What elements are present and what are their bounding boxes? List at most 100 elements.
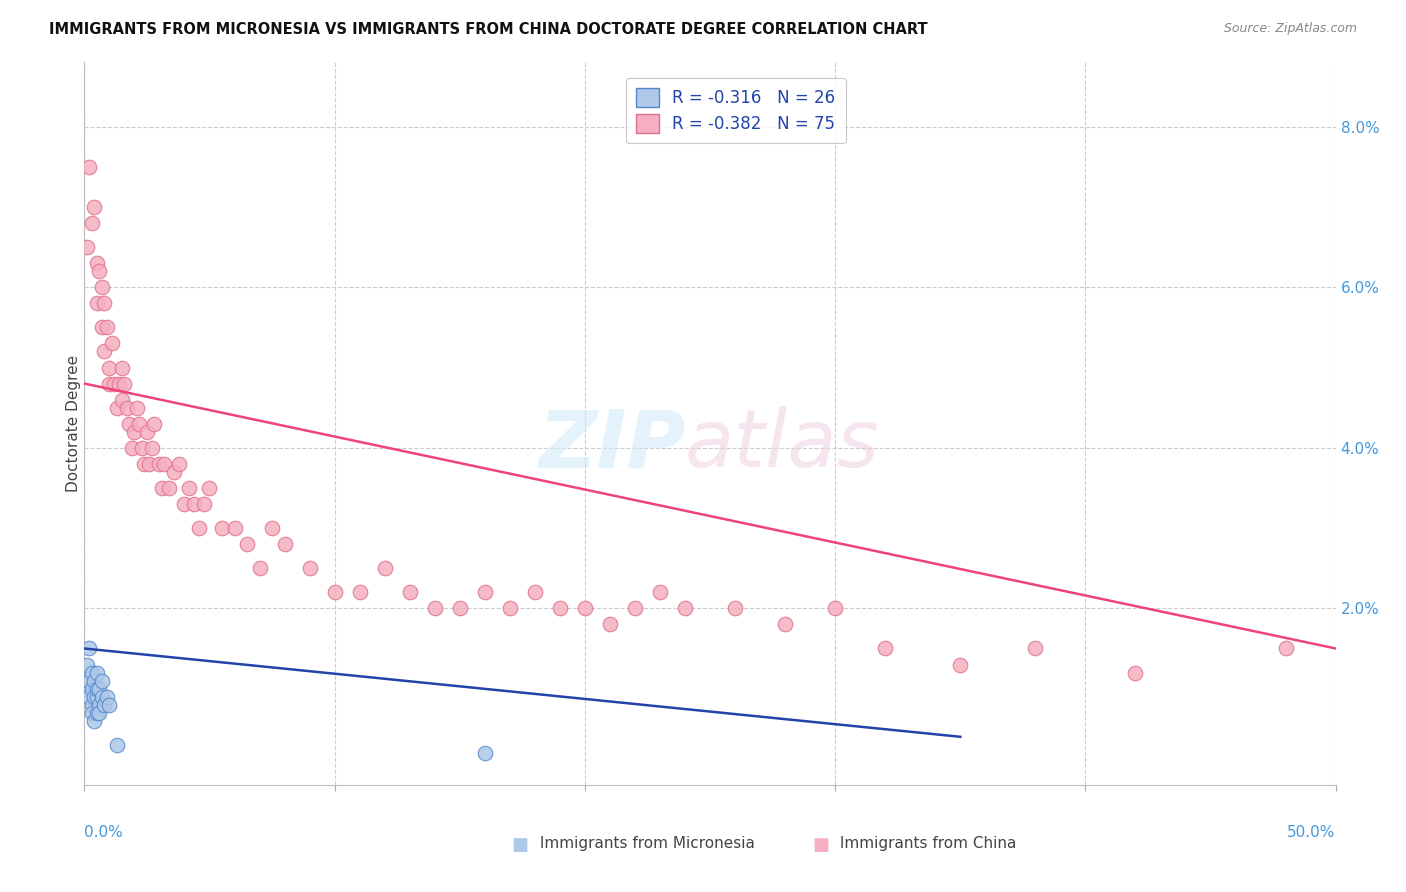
Y-axis label: Doctorate Degree: Doctorate Degree	[66, 355, 80, 492]
Point	[824, 601, 846, 615]
Point	[153, 457, 176, 471]
Point	[118, 417, 141, 431]
Point	[449, 601, 471, 615]
Point	[89, 681, 111, 696]
Point	[150, 481, 173, 495]
Point	[105, 738, 128, 752]
Point	[111, 360, 134, 375]
Point	[76, 681, 98, 696]
Point	[875, 641, 897, 656]
Point	[80, 698, 103, 712]
Point	[98, 360, 121, 375]
Text: 50.0%: 50.0%	[1288, 825, 1336, 839]
Point	[173, 497, 195, 511]
Point	[89, 698, 111, 712]
Point	[949, 657, 972, 672]
Point	[90, 280, 112, 294]
Point	[103, 376, 125, 391]
Point	[79, 673, 101, 688]
Point	[121, 441, 143, 455]
Point	[193, 497, 215, 511]
Point	[90, 690, 112, 704]
Point	[96, 690, 118, 704]
Point	[143, 417, 166, 431]
Point	[83, 673, 105, 688]
Point	[79, 641, 101, 656]
Point	[141, 441, 163, 455]
Point	[236, 537, 259, 551]
Point	[83, 200, 105, 214]
Point	[86, 681, 108, 696]
Point	[134, 457, 156, 471]
Point	[499, 601, 522, 615]
Point	[169, 457, 191, 471]
Point	[163, 465, 186, 479]
Point	[138, 457, 160, 471]
Text: Source: ZipAtlas.com: Source: ZipAtlas.com	[1223, 22, 1357, 36]
Point	[90, 320, 112, 334]
Point	[79, 690, 101, 704]
Point	[398, 585, 420, 599]
Point	[98, 698, 121, 712]
Point	[198, 481, 221, 495]
Point	[131, 441, 153, 455]
Point	[98, 376, 121, 391]
Text: ZIP: ZIP	[537, 407, 685, 484]
Point	[90, 673, 112, 688]
Text: IMMIGRANTS FROM MICRONESIA VS IMMIGRANTS FROM CHINA DOCTORATE DEGREE CORRELATION: IMMIGRANTS FROM MICRONESIA VS IMMIGRANTS…	[49, 22, 928, 37]
Point	[83, 690, 105, 704]
Point	[128, 417, 150, 431]
Point	[523, 585, 546, 599]
Point	[89, 264, 111, 278]
Point	[80, 706, 103, 720]
Legend: R = -0.316   N = 26, R = -0.382   N = 75: R = -0.316 N = 26, R = -0.382 N = 75	[626, 78, 845, 143]
Point	[76, 657, 98, 672]
Point	[89, 706, 111, 720]
Point	[86, 665, 108, 680]
Point	[76, 240, 98, 254]
Point	[115, 401, 138, 415]
Point	[183, 497, 205, 511]
Point	[423, 601, 446, 615]
Point	[179, 481, 201, 495]
Point	[124, 425, 146, 439]
Point	[93, 296, 115, 310]
Point	[188, 521, 211, 535]
Point	[93, 698, 115, 712]
Point	[548, 601, 571, 615]
Point	[101, 336, 124, 351]
Point	[773, 617, 796, 632]
Point	[1125, 665, 1147, 680]
Point	[96, 320, 118, 334]
Point	[86, 256, 108, 270]
Point	[599, 617, 621, 632]
Point	[136, 425, 159, 439]
Point	[80, 665, 103, 680]
Point	[1024, 641, 1046, 656]
Point	[86, 690, 108, 704]
Point	[262, 521, 284, 535]
Point	[86, 296, 108, 310]
Point	[298, 561, 321, 575]
Point	[211, 521, 233, 535]
Point	[574, 601, 596, 615]
Point	[125, 401, 148, 415]
Text: ■: ■	[512, 836, 529, 854]
Text: Immigrants from Micronesia: Immigrants from Micronesia	[534, 836, 755, 851]
Point	[108, 376, 131, 391]
Text: 0.0%: 0.0%	[84, 825, 124, 839]
Point	[112, 376, 135, 391]
Point	[86, 706, 108, 720]
Point	[79, 160, 101, 174]
Point	[148, 457, 170, 471]
Point	[105, 401, 128, 415]
Point	[159, 481, 181, 495]
Point	[1274, 641, 1296, 656]
Point	[648, 585, 671, 599]
Point	[624, 601, 647, 615]
Point	[224, 521, 246, 535]
Point	[80, 681, 103, 696]
Point	[474, 746, 496, 760]
Point	[111, 392, 134, 407]
Point	[273, 537, 295, 551]
